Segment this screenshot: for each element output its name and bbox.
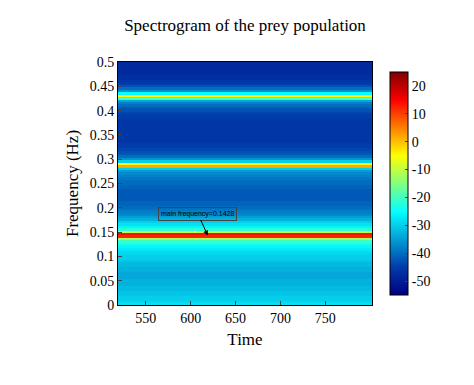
svg-text:-40: -40 [412,246,431,261]
svg-text:-50: -50 [412,274,431,289]
svg-text:0.5: 0.5 [97,55,115,70]
svg-text:0.4: 0.4 [97,104,115,119]
svg-text:0.2: 0.2 [97,201,115,216]
svg-text:Frequency (Hz): Frequency (Hz) [63,130,82,237]
svg-text:Time: Time [227,330,262,349]
svg-text:20: 20 [412,79,426,94]
svg-text:0.25: 0.25 [90,176,115,191]
svg-text:0.35: 0.35 [90,128,115,143]
svg-text:-30: -30 [412,218,431,233]
svg-text:0: 0 [412,135,419,150]
svg-text:main frequency=0.1428: main frequency=0.1428 [161,210,234,218]
svg-text:0.3: 0.3 [97,152,115,167]
svg-text:Spectrogram of the prey popula: Spectrogram of the prey population [124,16,366,35]
svg-text:700: 700 [270,311,291,326]
svg-text:0.45: 0.45 [90,79,115,94]
svg-text:750: 750 [315,311,336,326]
svg-text:600: 600 [180,311,201,326]
svg-text:10: 10 [412,107,426,122]
svg-text:650: 650 [225,311,246,326]
svg-text:-20: -20 [412,190,431,205]
svg-text:0: 0 [107,298,114,313]
svg-text:-10: -10 [412,162,431,177]
svg-text:0.05: 0.05 [90,274,115,289]
svg-text:0.1: 0.1 [97,249,115,264]
svg-text:0.15: 0.15 [90,225,115,240]
svg-text:550: 550 [135,311,156,326]
